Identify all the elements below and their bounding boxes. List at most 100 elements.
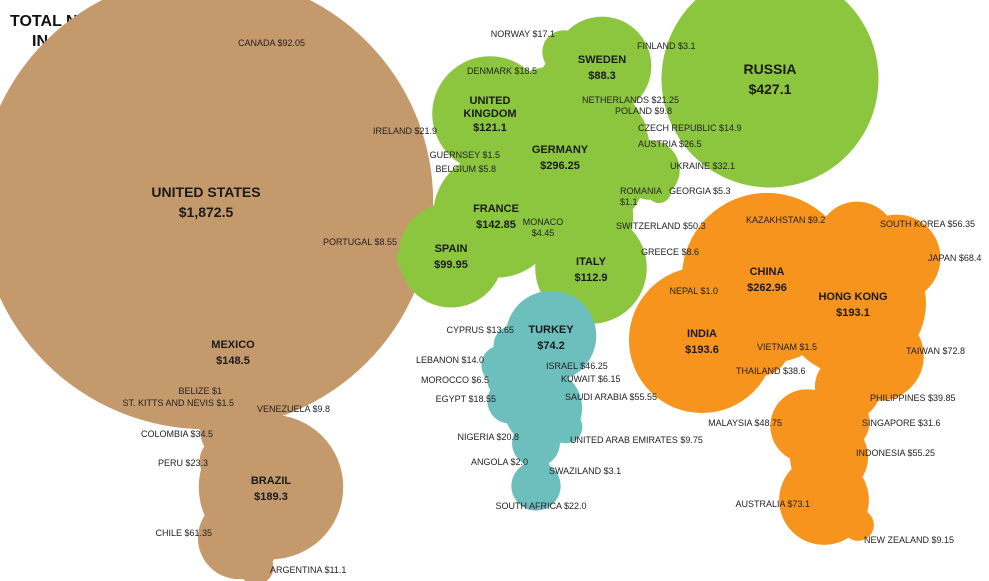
label-taiwan: TAIWAN $72.8 (906, 346, 965, 356)
label-thailand: THAILAND $38.6 (736, 366, 806, 376)
label-chile: CHILE $61.35 (155, 528, 212, 538)
label-saudi-arabia: SAUDI ARABIA $55.55 (565, 392, 657, 402)
label-georgia: GEORGIA $5.3 (669, 186, 731, 196)
label-belgium: BELGIUM $5.8 (435, 164, 496, 174)
label-belize: BELIZE $1 (178, 386, 222, 396)
bubble-new-zealand (842, 509, 874, 541)
bubble-spain (398, 202, 504, 308)
label-finland: FINLAND $3.1 (637, 41, 696, 51)
label-mexico-name: MEXICO (211, 339, 255, 351)
label-switzerland: SWITZERLAND $50.3 (616, 221, 706, 231)
label-norway: NORWAY $17.1 (491, 29, 555, 39)
bubble-thailand (725, 311, 791, 377)
label-south-korea: SOUTH KOREA $56.35 (880, 219, 975, 229)
label-swaziland: SWAZILAND $3.1 (549, 466, 621, 476)
label-mexico-value: $148.5 (216, 355, 250, 367)
label-ukraine: UKRAINE $32.1 (670, 161, 735, 171)
label-united-arab-emirates: UNITED ARAB EMIRATES $9.75 (570, 435, 703, 445)
label-south-africa: SOUTH AFRICA $22.0 (495, 501, 586, 511)
label-sweden-name: SWEDEN (578, 54, 626, 66)
label-greece: GREECE $8.6 (641, 247, 699, 257)
label-kazakhstan: KAZAKHSTAN $9.2 (746, 215, 825, 225)
label-spain-name: SPAIN (435, 243, 468, 255)
label-russia-name: RUSSIA (744, 61, 797, 77)
label-lebanon: LEBANON $14.0 (416, 355, 484, 365)
label-angola: ANGOLA $2.0 (471, 457, 528, 467)
bubble-nigeria (512, 419, 560, 467)
label-new-zealand: NEW ZEALAND $9.15 (864, 535, 954, 545)
label-united-kingdom-value: $121.1 (473, 122, 507, 134)
label-italy-value: $112.9 (574, 272, 607, 284)
label-brazil-name: BRAZIL (251, 475, 292, 487)
label-romania-value: $1.1 (620, 197, 638, 207)
label-france-name: FRANCE (473, 203, 519, 215)
label-nigeria: NIGERIA $20.8 (457, 432, 519, 442)
label-monaco-name: MONACO (523, 217, 564, 227)
label-india-name: INDIA (687, 328, 717, 340)
label-france-value: $142.85 (476, 219, 516, 231)
label-malaysia: MALAYSIA $48.75 (708, 418, 782, 428)
label-india-value: $193.6 (685, 344, 719, 356)
label-spain-value: $99.95 (434, 259, 468, 271)
label-united-kingdom-name-2: KINGDOM (463, 108, 516, 120)
bubble-finland (621, 46, 641, 66)
label-argentina: ARGENTINA $11.1 (270, 565, 346, 575)
label-kuwait: KUWAIT $6.15 (561, 374, 621, 384)
label-united-states-value: $1,872.5 (179, 204, 234, 220)
label-hong-kong-value: $193.1 (836, 307, 870, 319)
label-germany-value: $296.25 (540, 160, 580, 172)
bubble-greece (612, 239, 644, 271)
label-china-value: $262.96 (747, 282, 787, 294)
label-italy-name: ITALY (576, 256, 607, 268)
labels-layer: CANADA $92.05 UNITED STATES $1,872.5 MEXICO… (122, 29, 981, 575)
label-australia: AUSTRALIA $73.1 (735, 499, 810, 509)
label-singapore: SINGAPORE $31.6 (862, 418, 941, 428)
bubble-united-arab-emirates (549, 410, 583, 444)
label-israel: ISRAEL $46.25 (546, 361, 608, 371)
label-turkey-name: TURKEY (528, 324, 574, 336)
label-denmark: DENMARK $18.5 (467, 66, 537, 76)
label-china-name: CHINA (750, 266, 785, 278)
label-guernsey: GUERNSEY $1.5 (430, 150, 500, 160)
label-vietnam: VIETNAM $1.5 (757, 342, 817, 352)
bubble-argentina (238, 549, 274, 581)
label-ireland: IRELAND $21.9 (373, 126, 437, 136)
label-austria: AUSTRIA $26.5 (638, 139, 702, 149)
label-colombia: COLOMBIA $34.5 (141, 429, 213, 439)
label-poland: POLAND $9.8 (615, 106, 672, 116)
label-brazil-value: $189.3 (254, 491, 288, 503)
bubble-mexico (169, 287, 297, 415)
label-monaco-value: $4.45 (532, 228, 555, 238)
label-romania-name: ROMANIA (620, 186, 662, 196)
label-venezuela: VENEZUELA $9.8 (257, 404, 330, 414)
label-indonesia: INDONESIA $55.25 (856, 448, 935, 458)
bubble-south-africa (511, 461, 561, 511)
label-hong-kong-name: HONG KONG (818, 291, 887, 303)
label-cyprus: CYPRUS $13.65 (446, 325, 514, 335)
label-japan: JAPAN $68.4 (928, 253, 981, 263)
bubble-russia (661, 0, 879, 188)
label-united-kingdom-name-1: UNITED (470, 95, 511, 107)
bubble-united-states (0, 0, 434, 430)
label-portugal: PORTUGAL $8.55 (323, 237, 397, 247)
label-morocco: MOROCCO $6.5 (421, 375, 489, 385)
label-russia-value: $427.1 (749, 81, 792, 97)
bubble-georgia (646, 178, 672, 204)
bubble-romania (630, 178, 642, 190)
label-turkey-value: $74.2 (537, 340, 565, 352)
label-st-kitts-and-nevis: ST. KITTS AND NEVIS $1.5 (122, 398, 234, 408)
label-germany-name: GERMANY (532, 144, 589, 156)
bubble-india (628, 266, 776, 414)
label-netherlands: NETHERLANDS $21.25 (582, 95, 679, 105)
label-canada: CANADA $92.05 (238, 38, 305, 48)
label-egypt: EGYPT $18.55 (436, 394, 496, 404)
label-nepal: NEPAL $1.0 (669, 286, 718, 296)
label-czech-republic: CZECH REPUBLIC $14.9 (638, 123, 742, 133)
label-philippines: PHILIPPINES $39.85 (870, 393, 956, 403)
label-united-states-name: UNITED STATES (151, 184, 260, 200)
bubble-monaco (508, 221, 532, 245)
bubbles-layer (0, 0, 941, 581)
label-sweden-value: $88.3 (588, 70, 616, 82)
label-peru: PERU $23.3 (158, 458, 208, 468)
